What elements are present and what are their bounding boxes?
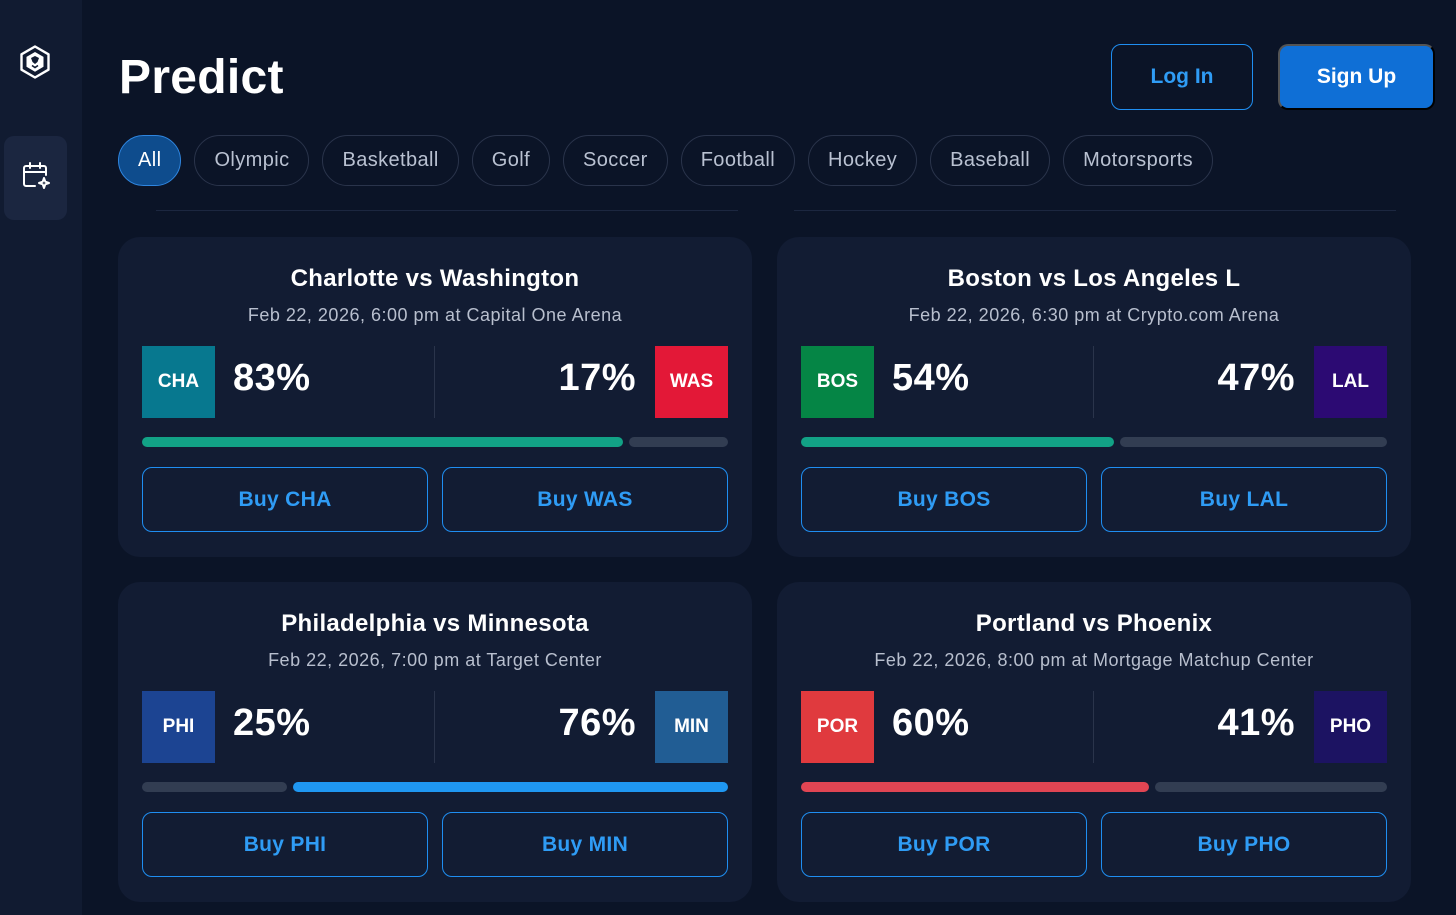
buy-away-button[interactable]: Buy PHO xyxy=(1101,812,1387,877)
sidebar-item-predict[interactable] xyxy=(4,136,67,220)
sidebar xyxy=(0,0,82,915)
game-subtitle: Feb 22, 2026, 7:00 pm at Target Center xyxy=(268,650,602,670)
buy-home-button[interactable]: Buy CHA xyxy=(142,467,428,532)
buy-away-button[interactable]: Buy LAL xyxy=(1101,467,1387,532)
calendar-sparkle-icon xyxy=(20,160,52,197)
scroll-divider xyxy=(156,210,738,211)
probability-bar-home xyxy=(142,437,623,447)
home-team-probability: 60% xyxy=(892,702,970,744)
home-team-probability: 83% xyxy=(233,357,311,399)
buy-home-button[interactable]: Buy PHI xyxy=(142,812,428,877)
away-team-probability: 76% xyxy=(558,702,636,744)
home-team-badge: BOS xyxy=(801,346,874,418)
buy-home-button[interactable]: Buy POR xyxy=(801,812,1087,877)
divider xyxy=(1093,691,1094,763)
page-title: Predict xyxy=(119,51,284,104)
home-team-probability: 25% xyxy=(233,702,311,744)
game-subtitle: Feb 22, 2026, 8:00 pm at Mortgage Matchu… xyxy=(874,650,1314,670)
home-team-badge: PHI xyxy=(142,691,215,763)
probability-bar xyxy=(142,782,728,792)
away-team-badge: MIN xyxy=(655,691,728,763)
probability-bar xyxy=(801,437,1387,447)
probability-bar-away xyxy=(629,437,728,447)
sport-filter-chips: All Olympic Basketball Golf Soccer Footb… xyxy=(118,135,1214,186)
game-title: Boston vs Los Angeles L xyxy=(947,265,1241,292)
filter-chip-hockey[interactable]: Hockey xyxy=(808,135,918,186)
game-title: Portland vs Phoenix xyxy=(975,610,1213,637)
buy-away-button[interactable]: Buy MIN xyxy=(442,812,728,877)
scroll-divider xyxy=(794,210,1396,211)
away-team-probability: 41% xyxy=(1217,702,1295,744)
filter-chip-olympic[interactable]: Olympic xyxy=(194,135,310,186)
probability-bar-home xyxy=(801,782,1149,792)
filter-chip-soccer[interactable]: Soccer xyxy=(563,135,668,186)
divider xyxy=(1093,346,1094,418)
login-button[interactable]: Log In xyxy=(1111,44,1253,110)
away-team-probability: 17% xyxy=(558,357,636,399)
away-team-badge: WAS xyxy=(655,346,728,418)
filter-chip-motorsports[interactable]: Motorsports xyxy=(1063,135,1214,186)
probability-bar-home xyxy=(142,782,287,792)
game-subtitle: Feb 22, 2026, 6:30 pm at Crypto.com Aren… xyxy=(908,305,1280,325)
probability-bar-home xyxy=(801,437,1114,447)
game-card: Charlotte vs Washington Feb 22, 2026, 6:… xyxy=(118,237,752,557)
home-team-badge: POR xyxy=(801,691,874,763)
away-team-badge: LAL xyxy=(1314,346,1387,418)
game-subtitle: Feb 22, 2026, 6:00 pm at Capital One Are… xyxy=(247,305,623,325)
game-title: Charlotte vs Washington xyxy=(290,265,580,292)
game-card: Boston vs Los Angeles L Feb 22, 2026, 6:… xyxy=(777,237,1411,557)
away-team-probability: 47% xyxy=(1217,357,1295,399)
buy-away-button[interactable]: Buy WAS xyxy=(442,467,728,532)
probability-bar xyxy=(801,782,1387,792)
crypto-com-logo-icon[interactable] xyxy=(17,44,53,80)
filter-chip-baseball[interactable]: Baseball xyxy=(930,135,1051,186)
filter-chip-football[interactable]: Football xyxy=(680,135,796,186)
game-card: Portland vs Phoenix Feb 22, 2026, 8:00 p… xyxy=(777,582,1411,902)
game-card: Philadelphia vs Minnesota Feb 22, 2026, … xyxy=(118,582,752,902)
probability-bar-away xyxy=(1120,437,1387,447)
buy-home-button[interactable]: Buy BOS xyxy=(801,467,1087,532)
probability-bar-away xyxy=(1155,782,1387,792)
game-title: Philadelphia vs Minnesota xyxy=(281,610,589,637)
home-team-probability: 54% xyxy=(892,357,970,399)
probability-bar xyxy=(142,437,728,447)
filter-chip-all[interactable]: All xyxy=(118,135,182,186)
divider xyxy=(434,346,435,418)
home-team-badge: CHA xyxy=(142,346,215,418)
signup-button[interactable]: Sign Up xyxy=(1278,44,1435,110)
away-team-badge: PHO xyxy=(1314,691,1387,763)
divider xyxy=(434,691,435,763)
filter-chip-golf[interactable]: Golf xyxy=(471,135,551,186)
filter-chip-basketball[interactable]: Basketball xyxy=(322,135,459,186)
probability-bar-away xyxy=(293,782,728,792)
